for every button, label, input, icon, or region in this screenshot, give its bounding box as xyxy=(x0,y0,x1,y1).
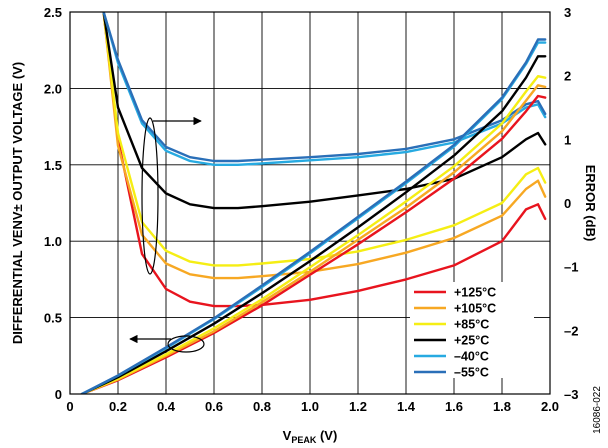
y2-tick-labels: –3 –2 –1 0 1 2 3 xyxy=(564,5,578,402)
y2-tick-label: –3 xyxy=(564,387,578,402)
x-axis-title: VPEAK (V) xyxy=(283,428,338,445)
legend: +125°C +105°C +85°C +25°C –40°C –55°C xyxy=(410,282,534,380)
voltage-curves-ellipse xyxy=(167,335,205,353)
plot-frame xyxy=(69,11,551,395)
figure-id: 16086-022 xyxy=(592,386,603,434)
y2-tick-label: 0 xyxy=(564,196,571,211)
y2-tick-label: –2 xyxy=(564,323,578,338)
x-axis-title-main: V xyxy=(283,428,292,443)
legend-label: +105°C xyxy=(454,302,496,316)
error-series-line xyxy=(102,12,547,280)
x-tick-label: 1.6 xyxy=(445,399,463,414)
y2-tick-label: 2 xyxy=(564,69,571,84)
error-curves-ellipse xyxy=(141,117,159,275)
x-tick-label: 0 xyxy=(66,399,73,414)
y-tick-label: 2.0 xyxy=(44,81,62,96)
x-axis-title-sub: PEAK xyxy=(291,435,317,445)
error-series-line xyxy=(102,12,547,163)
legend-label: –55°C xyxy=(454,366,489,380)
y2-tick-label: 1 xyxy=(564,132,571,147)
y-tick-label: 0.5 xyxy=(44,311,62,326)
y2-axis-title: ERROR (dB) xyxy=(583,165,598,242)
error-series-line xyxy=(102,12,547,308)
x-tick-labels: 0 0.2 0.4 0.6 0.8 1.0 1.2 1.4 1.6 1.8 2.0 xyxy=(66,399,559,414)
voltage-series-line xyxy=(80,38,547,394)
y2-tick-label: 3 xyxy=(564,5,571,20)
x-tick-label: 0.4 xyxy=(157,399,176,414)
x-tick-label: 1.4 xyxy=(397,399,416,414)
voltage-series-line xyxy=(80,55,547,394)
voltage-series-line xyxy=(80,75,547,394)
voltage-series-line xyxy=(80,94,547,394)
y-tick-label: 0 xyxy=(55,387,62,402)
x-tick-label: 0.8 xyxy=(253,399,271,414)
x-tick-label: 2.0 xyxy=(541,399,559,414)
y-tick-label: 1.5 xyxy=(44,158,62,173)
legend-label: +85°C xyxy=(454,318,489,332)
voltage-series-line xyxy=(80,84,547,394)
legend-label: +25°C xyxy=(454,334,489,348)
x-tick-label: 1.8 xyxy=(493,399,511,414)
error-series-line xyxy=(102,12,547,267)
x-tick-label: 1.0 xyxy=(301,399,319,414)
legend-background xyxy=(410,282,534,378)
error-series-line xyxy=(102,12,547,210)
x-tick-label: 0.2 xyxy=(109,399,127,414)
x-axis-title-unit: (V) xyxy=(316,428,337,443)
legend-label: +125°C xyxy=(454,286,496,300)
y-axis-title: DIFFERENTIAL VENV± OUTPUT VOLTAGE (V) xyxy=(10,62,25,344)
y-tick-labels: 0 0.5 1.0 1.5 2.0 2.5 xyxy=(44,5,62,402)
y2-tick-label: –1 xyxy=(564,260,578,275)
y-tick-label: 2.5 xyxy=(44,5,62,20)
legend-label: –40°C xyxy=(454,350,489,364)
series-layer xyxy=(80,12,547,394)
x-tick-label: 0.6 xyxy=(205,399,223,414)
x-tick-label: 1.2 xyxy=(349,399,367,414)
y-tick-label: 1.0 xyxy=(44,234,62,249)
